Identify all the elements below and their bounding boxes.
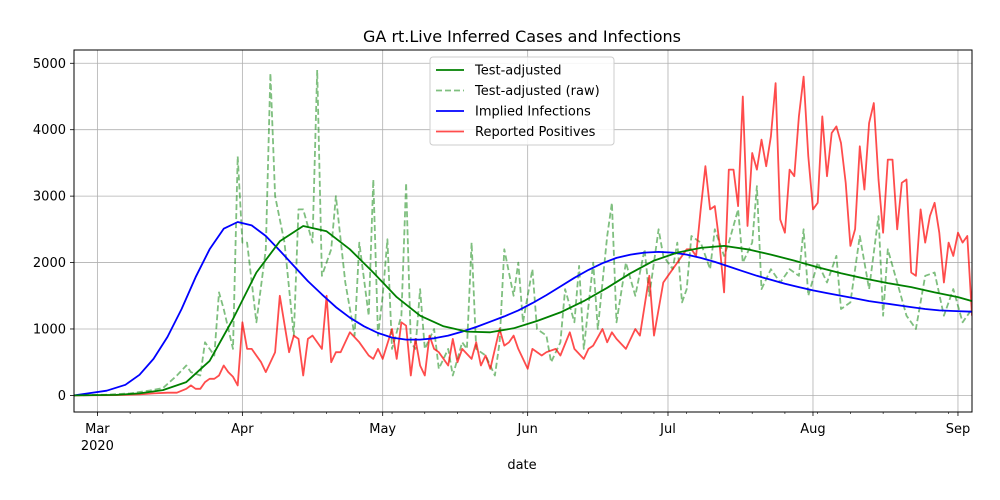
legend-label: Reported Positives	[475, 125, 596, 140]
chart-title: GA rt.Live Inferred Cases and Infections	[363, 27, 681, 46]
x-axis: Mar 2020 Apr May Jun Jul Aug Sep	[81, 412, 970, 454]
legend-label: Implied Infections	[475, 105, 591, 120]
y-tick-label: 3000	[33, 190, 66, 205]
series-line-implied-infections	[74, 221, 972, 397]
x-tick-sublabel: 2020	[81, 439, 114, 454]
series-line-reported-positives	[74, 75, 972, 397]
legend-label: Test-adjusted	[474, 64, 561, 79]
x-axis-label: date	[507, 458, 536, 473]
y-tick-label: 2000	[33, 256, 66, 271]
y-tick-label: 5000	[33, 57, 66, 72]
y-tick-label: 1000	[33, 322, 66, 337]
x-tick-label: Apr	[231, 422, 254, 437]
legend-box	[429, 56, 615, 146]
x-tick-label: May	[369, 422, 396, 437]
y-tick-label: 4000	[33, 123, 66, 138]
y-tick-label: 0	[58, 389, 66, 404]
x-tick-label: Jun	[517, 422, 538, 437]
series-line-test-adjusted-raw	[74, 69, 972, 397]
x-tick-label: Sep	[946, 422, 971, 437]
x-tick-label: Mar	[85, 422, 110, 437]
x-tick-label: Jul	[659, 422, 676, 437]
y-axis: 0 1000 2000 3000 4000 5000	[33, 57, 74, 404]
legend: Test-adjusted Test-adjusted (raw) Implied …	[429, 56, 615, 146]
legend-label: Test-adjusted (raw)	[474, 84, 600, 99]
series-group	[74, 69, 972, 397]
series-line-test-adjusted	[74, 225, 972, 397]
x-tick-label: Aug	[800, 422, 825, 437]
